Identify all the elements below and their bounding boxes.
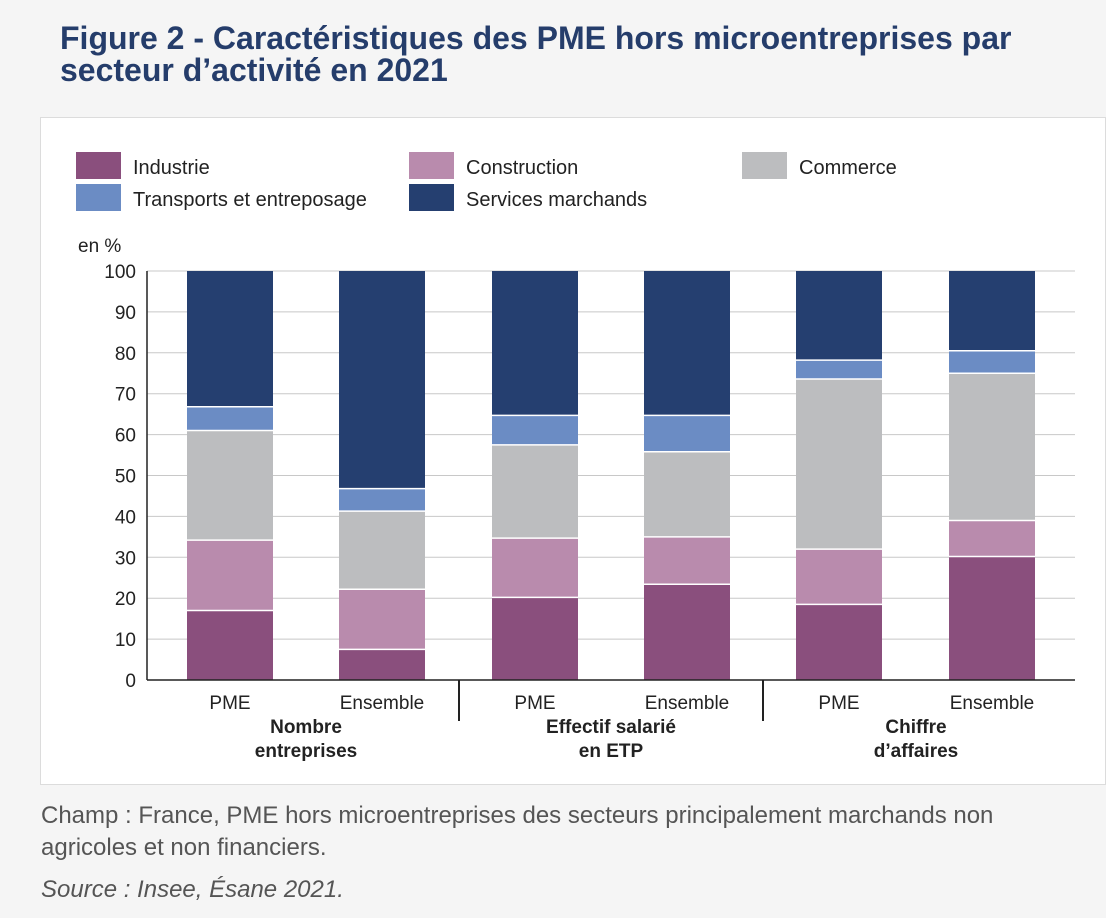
y-tick-label-0: 0: [125, 671, 136, 692]
bar-services-marchands-1: [187, 271, 273, 407]
bar-services-marchands-4: [644, 271, 730, 416]
legend-swatch-construction: [409, 152, 454, 179]
bar-industrie-5: [796, 604, 882, 680]
axis-labels: en % 0 10 20 30 40 50 60 70 80 90 100 PME Ensemble PME…: [78, 236, 1034, 762]
y-tick-label-20: 20: [115, 589, 136, 610]
bar-construction-4: [644, 536, 730, 585]
bar-commerce-5: [796, 378, 882, 550]
bar-industrie-4: [644, 584, 730, 680]
figure-title: Figure 2 - Caractéristiques des PME hors…: [60, 20, 1012, 88]
legend-label-commerce: Commerce: [799, 157, 897, 179]
x-tick-label-6: Ensemble: [950, 693, 1035, 714]
legend-swatch-services-marchands: [409, 184, 454, 211]
y-tick-label-10: 10: [115, 630, 136, 651]
bar-commerce-2: [339, 511, 425, 590]
gridlines: [147, 270, 1075, 640]
bar-industrie-6: [949, 556, 1035, 680]
legend-swatch-industrie: [76, 152, 121, 179]
y-tick-label-50: 50: [115, 467, 136, 488]
bar-industrie-1: [187, 610, 273, 680]
bar-services-marchands-6: [949, 271, 1035, 351]
bar-services-marchands-2: [339, 271, 425, 489]
bar-industrie-3: [492, 597, 578, 680]
y-tick-label-80: 80: [115, 344, 136, 365]
x-tick-label-2: Ensemble: [340, 693, 425, 714]
group-label-3-line1: Chiffre: [885, 717, 946, 738]
bar-construction-1: [187, 540, 273, 611]
group-label-1-line2: entreprises: [255, 741, 357, 762]
bar-commerce-3: [492, 444, 578, 539]
y-tick-label-40: 40: [115, 507, 136, 528]
legend-swatch-transports-et-entreposage: [76, 184, 121, 211]
y-tick-label-100: 100: [104, 262, 136, 283]
bar-services-marchands-5: [796, 271, 882, 361]
bar-industrie-2: [339, 649, 425, 680]
legend-label-construction: Construction: [466, 157, 578, 179]
bar-construction-3: [492, 538, 578, 598]
legend-label-services-marchands: Services marchands: [466, 189, 647, 211]
bar-transports-et-entreposage-4: [644, 415, 730, 452]
legend-label-transports-et-entreposage: Transports et entreposage: [133, 189, 367, 211]
x-tick-label-3: PME: [514, 693, 555, 714]
stacked-bar-chart: Industrie Construction Commerce Transports …: [76, 152, 1075, 762]
x-tick-label-5: PME: [818, 693, 859, 714]
group-label-2-line2: en ETP: [579, 741, 644, 762]
axes: [146, 271, 1075, 721]
y-tick-label-90: 90: [115, 303, 136, 324]
x-tick-label-4: Ensemble: [645, 693, 730, 714]
bars: [187, 271, 1035, 680]
legend-label-industrie: Industrie: [133, 157, 210, 179]
bar-construction-5: [796, 549, 882, 605]
scope-note: Champ : France, PME hors microentreprise…: [41, 802, 994, 861]
source-note: Source : Insee, Ésane 2021.: [41, 876, 344, 903]
group-label-3-line2: d’affaires: [874, 741, 958, 762]
y-tick-label-30: 30: [115, 548, 136, 569]
bar-construction-6: [949, 520, 1035, 557]
bar-transports-et-entreposage-5: [796, 360, 882, 379]
bar-transports-et-entreposage-1: [187, 406, 273, 431]
x-tick-label-1: PME: [209, 693, 250, 714]
bar-transports-et-entreposage-3: [492, 415, 578, 445]
bar-commerce-4: [644, 451, 730, 537]
group-label-2-line1: Effectif salarié: [546, 717, 676, 738]
bar-commerce-1: [187, 430, 273, 541]
legend-swatch-commerce: [742, 152, 787, 179]
y-tick-label-70: 70: [115, 385, 136, 406]
bar-commerce-6: [949, 373, 1035, 521]
y-tick-label-60: 60: [115, 426, 136, 447]
bar-construction-2: [339, 589, 425, 650]
group-label-1-line1: Nombre: [270, 717, 342, 738]
bar-transports-et-entreposage-6: [949, 350, 1035, 374]
bar-services-marchands-3: [492, 271, 578, 416]
y-axis-title: en %: [78, 236, 121, 257]
bar-transports-et-entreposage-2: [339, 488, 425, 512]
legend: Industrie Construction Commerce Transports …: [76, 152, 897, 211]
